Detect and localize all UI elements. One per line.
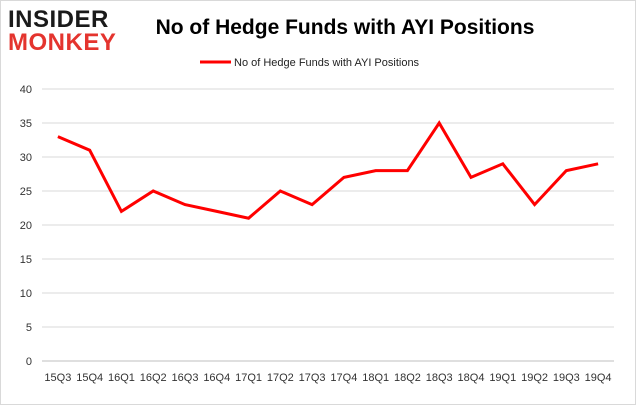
x-tick-label: 18Q1 [362,372,389,384]
x-tick-label: 16Q3 [172,372,199,384]
y-tick-label: 30 [20,152,32,164]
series-layer [57,120,599,220]
y-tick-label: 25 [20,186,32,198]
chart-title: No of Hedge Funds with AYI Positions [156,16,535,39]
y-tick-label: 20 [20,220,32,232]
y-tick-labels: 0 5 10 15 20 25 30 35 40 [20,84,32,368]
legend-label: No of Hedge Funds with AYI Positions [234,57,420,69]
x-tick-label: 19Q2 [521,372,548,384]
x-tick-labels: 15Q3 15Q4 16Q1 16Q2 16Q3 16Q4 17Q1 17Q2 17Q3 17Q4… [44,372,611,384]
gridlines [42,88,614,328]
x-tick-label: 17Q4 [330,372,357,384]
x-tick-label: 17Q1 [235,372,262,384]
x-tick-label: 16Q1 [108,372,135,384]
legend: No of Hedge Funds with AYI Positions [200,57,420,69]
x-tick-label: 16Q4 [203,372,230,384]
y-tick-label: 0 [26,356,32,368]
x-tick-label: 18Q2 [394,372,421,384]
logo-line-1: INSIDER [8,6,109,33]
x-tick-label: 17Q3 [299,372,326,384]
x-tick-label: 15Q4 [76,372,103,384]
series-line [57,120,599,220]
x-tick-label: 15Q3 [44,372,71,384]
x-tick-label: 16Q2 [140,372,167,384]
y-tick-label: 5 [26,322,32,334]
y-tick-label: 35 [20,118,32,130]
y-tick-label: 15 [20,254,32,266]
insider-monkey-logo: INSIDER MONKEY [8,6,116,56]
x-tick-label: 18Q3 [426,372,453,384]
x-tick-label: 19Q3 [553,372,580,384]
x-tick-label: 17Q2 [267,372,294,384]
y-tick-label: 40 [20,84,32,96]
y-tick-label: 10 [20,288,32,300]
x-tick-label: 18Q4 [458,372,485,384]
logo-line-2: MONKEY [8,29,116,56]
x-tick-label: 19Q1 [489,372,516,384]
x-tick-label: 19Q4 [585,372,612,384]
